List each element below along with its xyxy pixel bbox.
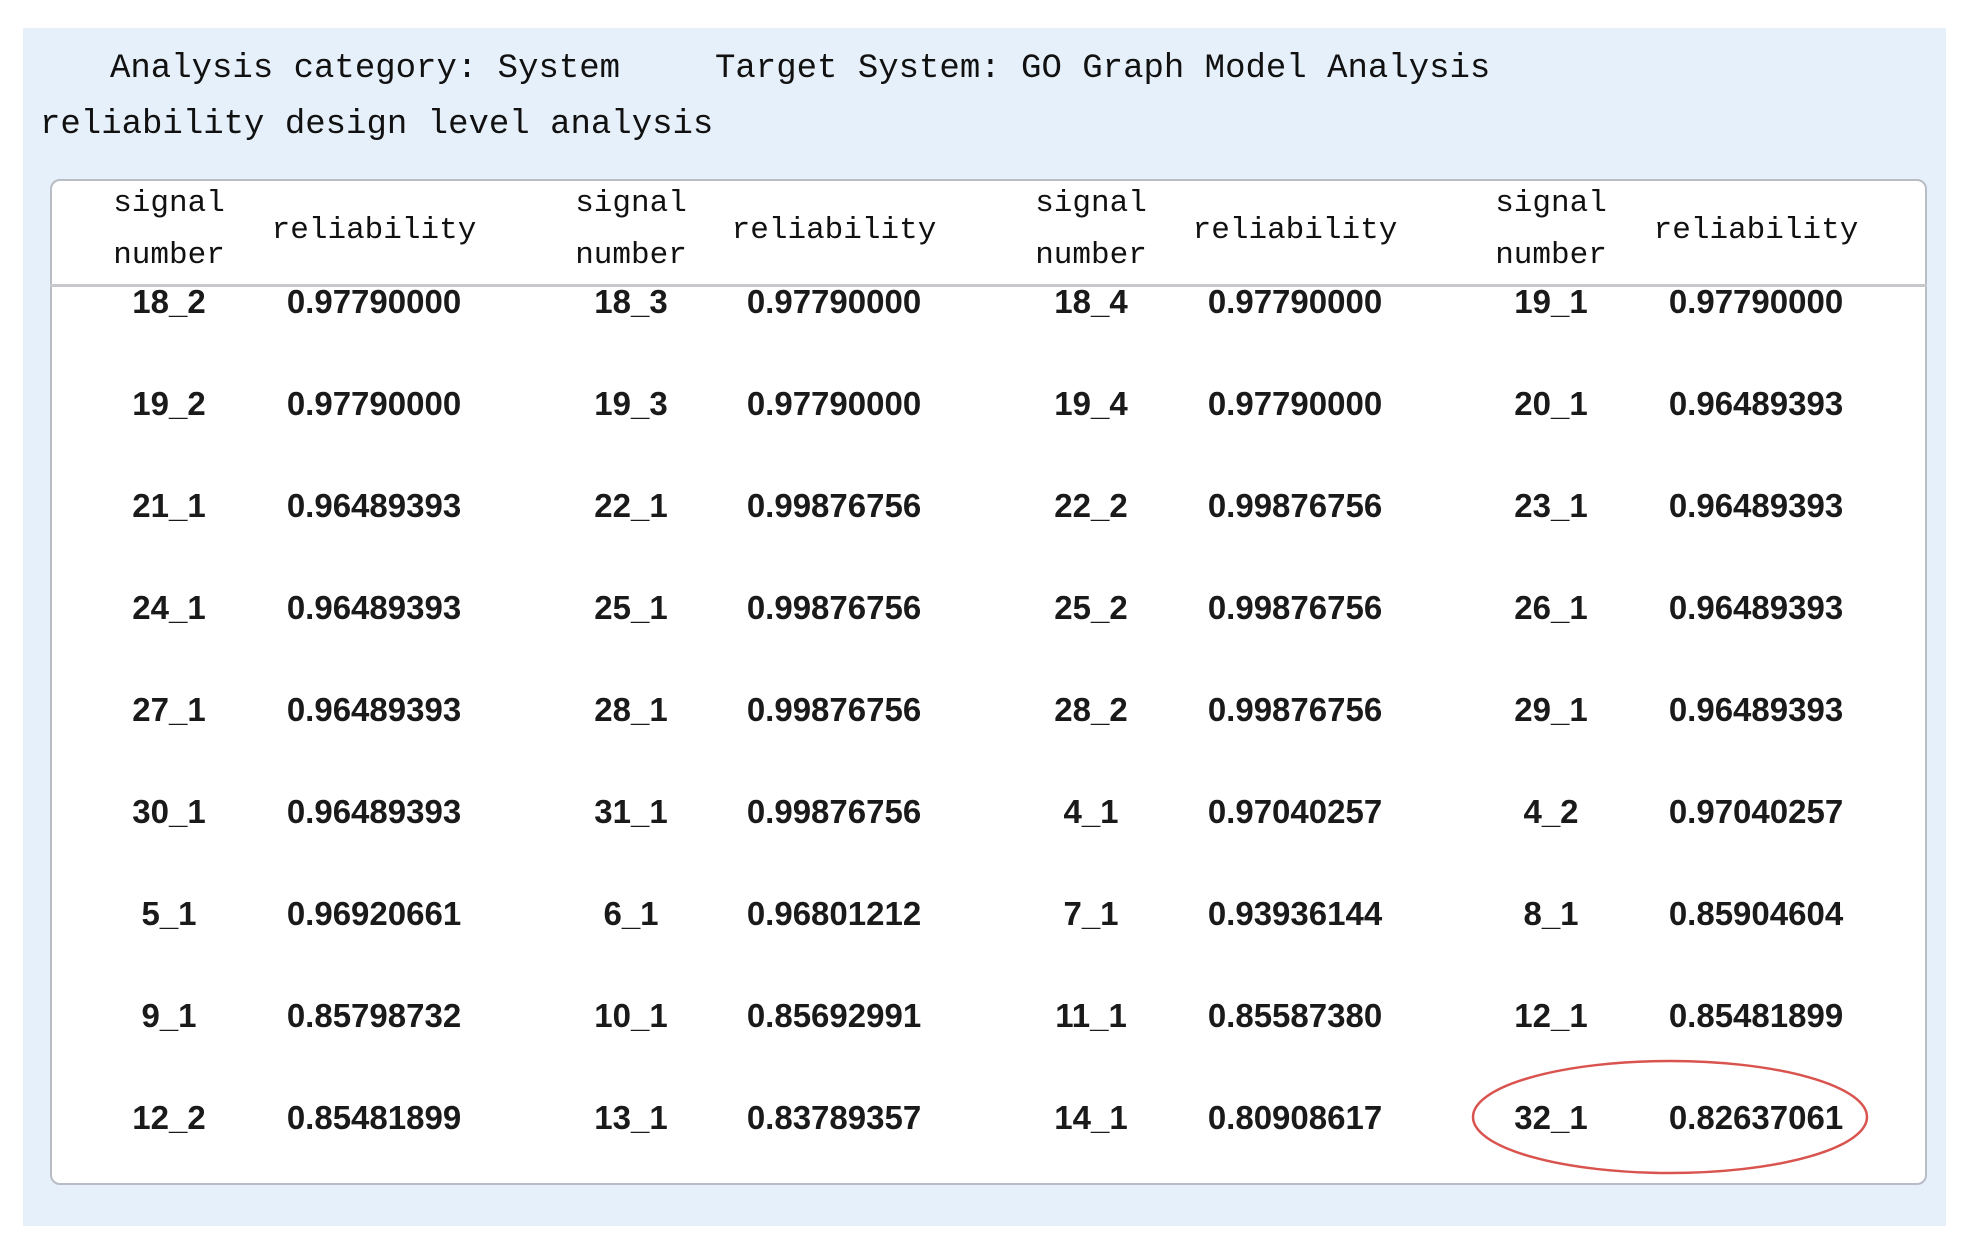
cell: 19_3 xyxy=(594,385,668,422)
cell: 0.96489393 xyxy=(1668,691,1844,728)
cell: 0.97790000 xyxy=(1668,283,1844,320)
cell: 12_1 xyxy=(1514,997,1588,1034)
cell: 13_1 xyxy=(594,1099,668,1136)
cell: 8_1 xyxy=(1523,895,1579,932)
cell: 0.83789357 xyxy=(746,1099,922,1136)
category-label: Analysis category: System xyxy=(110,50,621,88)
cell: 0.97790000 xyxy=(286,385,462,422)
cell: 4_1 xyxy=(1063,793,1119,830)
cell: 23_1 xyxy=(1514,487,1588,524)
cell: 0.99876756 xyxy=(746,589,922,626)
cell: 0.99876756 xyxy=(746,487,922,524)
cell: 32_1 xyxy=(1514,1099,1588,1136)
cell: 31_1 xyxy=(594,793,668,830)
cell: 0.96489393 xyxy=(286,589,462,626)
cell: 9_1 xyxy=(141,997,197,1034)
highlight-ellipse xyxy=(1471,1059,1869,1175)
cell: 0.82637061 xyxy=(1668,1099,1844,1136)
cell: 0.85481899 xyxy=(286,1099,462,1136)
category-label: reliability design level analysis xyxy=(40,106,714,144)
cell: 21_1 xyxy=(132,487,206,524)
cell: 14_1 xyxy=(1054,1099,1128,1136)
column-header: reliability xyxy=(271,213,477,248)
cell: 20_1 xyxy=(1514,385,1588,422)
cell: 30_1 xyxy=(132,793,206,830)
cell: 10_1 xyxy=(594,997,668,1034)
cell: 0.97040257 xyxy=(1207,793,1383,830)
cell: 0.97790000 xyxy=(746,283,922,320)
cell: 0.97790000 xyxy=(286,283,462,320)
cell: 0.85587380 xyxy=(1207,997,1383,1034)
table xyxy=(50,179,1927,1185)
cell: 27_1 xyxy=(132,691,206,728)
cell: 0.99876756 xyxy=(1207,487,1383,524)
cell: 0.97040257 xyxy=(1668,793,1844,830)
cell: 0.85481899 xyxy=(1668,997,1844,1034)
column-header: signal number xyxy=(1495,186,1607,273)
column-header: reliability xyxy=(1192,213,1398,248)
cell: 28_1 xyxy=(594,691,668,728)
column-header: signal number xyxy=(1035,186,1147,273)
cell: 19_2 xyxy=(132,385,206,422)
cell: 22_1 xyxy=(594,487,668,524)
cell: 18_2 xyxy=(132,283,206,320)
cell: 18_3 xyxy=(594,283,668,320)
column-header: signal number xyxy=(575,186,687,273)
cell: 0.97790000 xyxy=(746,385,922,422)
cell: 0.85904604 xyxy=(1668,895,1844,932)
cell: 19_1 xyxy=(1514,283,1588,320)
cell: 19_4 xyxy=(1054,385,1128,422)
column-header: reliability xyxy=(731,213,937,248)
cell: 0.99876756 xyxy=(746,793,922,830)
cell: 0.80908617 xyxy=(1207,1099,1383,1136)
cell: 6_1 xyxy=(603,895,659,932)
cell: 0.96489393 xyxy=(1668,589,1844,626)
cell: 26_1 xyxy=(1514,589,1588,626)
cell: 0.93936144 xyxy=(1207,895,1383,932)
cell: 0.96489393 xyxy=(286,487,462,524)
cell: 22_2 xyxy=(1054,487,1128,524)
cell: 0.96489393 xyxy=(286,691,462,728)
cell: 28_2 xyxy=(1054,691,1128,728)
cell: 0.99876756 xyxy=(1207,691,1383,728)
cell: 0.96489393 xyxy=(286,793,462,830)
cell: 0.85692991 xyxy=(746,997,922,1034)
cell: 25_2 xyxy=(1054,589,1128,626)
cell: 25_1 xyxy=(594,589,668,626)
cell: 0.96489393 xyxy=(1668,385,1844,422)
cell: 0.97790000 xyxy=(1207,283,1383,320)
cell: 0.97790000 xyxy=(1207,385,1383,422)
cell: 18_4 xyxy=(1054,283,1128,320)
cell: 0.99876756 xyxy=(1207,589,1383,626)
cell: 24_1 xyxy=(132,589,206,626)
header-separator xyxy=(50,284,1927,287)
cell: 0.96489393 xyxy=(1668,487,1844,524)
cell: 29_1 xyxy=(1514,691,1588,728)
column-header: reliability xyxy=(1653,213,1859,248)
cell: 11_1 xyxy=(1055,997,1127,1034)
target-system: Target System: GO Graph Model Analysis xyxy=(715,50,1491,88)
cell: 0.96920661 xyxy=(286,895,462,932)
cell: 0.96801212 xyxy=(746,895,922,932)
cell: 4_2 xyxy=(1523,793,1579,830)
column-header: signal number xyxy=(113,186,225,273)
cell: 0.99876756 xyxy=(746,691,922,728)
cell: 0.85798732 xyxy=(286,997,462,1034)
cell: 12_2 xyxy=(132,1099,206,1136)
cell: 7_1 xyxy=(1063,895,1119,932)
cell: 5_1 xyxy=(141,895,197,932)
